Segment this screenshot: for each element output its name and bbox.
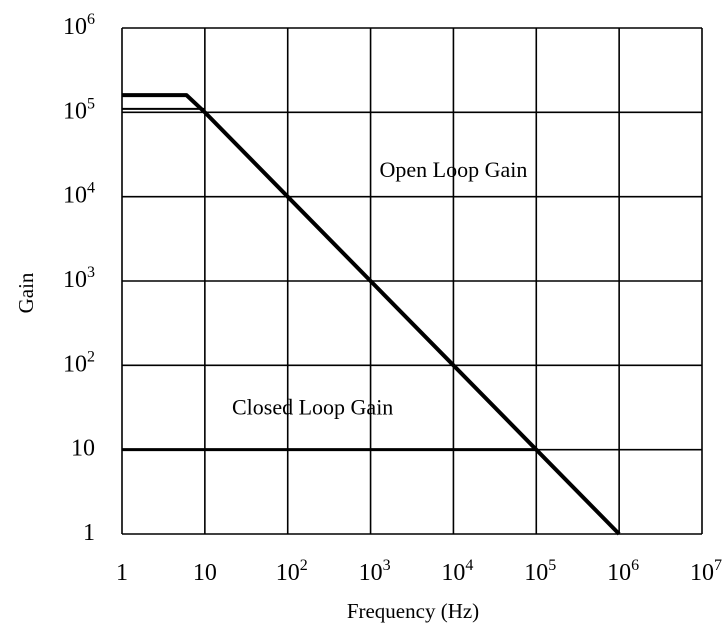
x-axis-label: Frequency (Hz) [347, 599, 479, 623]
x-tick-label: 106 [607, 557, 639, 586]
y-tick-label: 1 [83, 520, 95, 546]
x-tick-label: 10 [193, 560, 217, 586]
x-tick-label: 105 [524, 557, 556, 586]
y-tick-label: 106 [63, 11, 95, 40]
x-tick-label: 1 [116, 560, 128, 586]
annotation-label: Open Loop Gain [379, 157, 527, 182]
annotations: Open Loop Gain Closed Loop Gain [232, 157, 527, 419]
y-tick-label: 10 [71, 436, 95, 462]
x-tick-label: 102 [276, 557, 308, 586]
y-tick-label: 105 [63, 95, 95, 124]
y-axis-label: Gain [14, 272, 38, 313]
y-tick-label: 104 [63, 180, 95, 209]
y-axis-ticks: 1 10 102 103 104 105 106 [63, 11, 95, 546]
x-axis-ticks: 1 10 102 103 104 105 106 107 [116, 557, 722, 586]
x-tick-label: 107 [690, 557, 722, 586]
grid [121, 27, 703, 535]
series-line [122, 93, 621, 536]
y-tick-label: 103 [63, 264, 95, 293]
y-tick-label: 102 [63, 348, 95, 377]
annotation-label: Closed Loop Gain [232, 395, 393, 420]
series-layer [122, 93, 621, 536]
x-tick-label: 103 [359, 557, 391, 586]
x-tick-label: 104 [441, 557, 473, 586]
